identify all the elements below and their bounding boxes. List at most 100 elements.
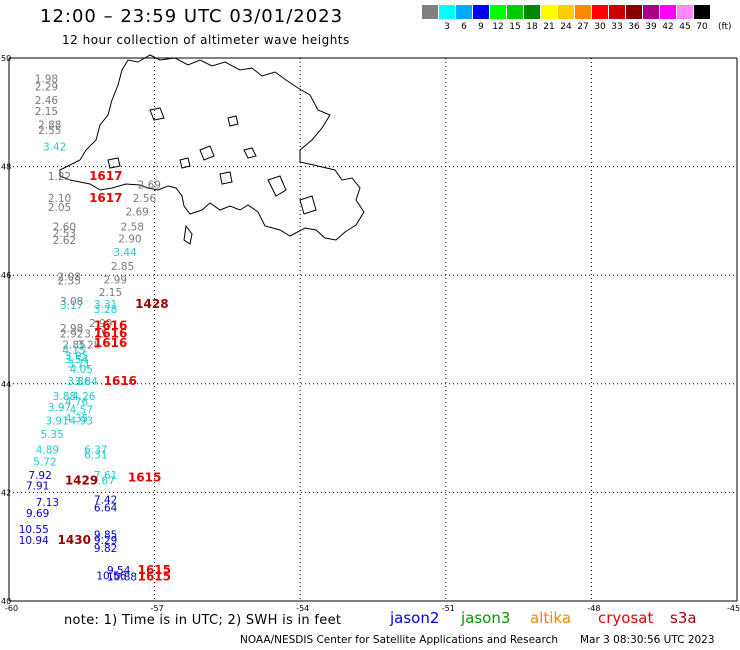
wave-height-label: 3.08 — [60, 296, 83, 308]
scale-color-cell — [677, 5, 693, 19]
scale-color-cell — [609, 5, 625, 19]
wave-height-label: 3.25 — [84, 329, 107, 341]
latitude-tick-label: 50 — [1, 54, 11, 63]
wave-height-label: 7.42 — [94, 494, 117, 506]
wave-height-label: 4.15 — [62, 345, 85, 357]
pass-time-label: 1616 — [104, 374, 137, 388]
wave-height-label: 9.85 — [94, 530, 117, 542]
wave-height-label: 3.28 — [94, 304, 117, 316]
longitude-tick-label: -54 — [296, 604, 309, 613]
wave-height-label: 9.54 — [107, 565, 131, 577]
wave-height-label: 2.69 — [138, 179, 161, 191]
newfoundland-coastline — [59, 54, 365, 245]
wave-height-label: 3.28 — [77, 340, 100, 352]
wave-height-label: 3.31 — [94, 299, 117, 311]
scale-tick-label: 21 — [543, 22, 555, 32]
wave-height-label: 7.67 — [92, 475, 115, 487]
wave-height-label: 1.22 — [48, 171, 71, 183]
wave-height-label: 3.54 — [65, 354, 89, 366]
pass-time-label: 1616 — [94, 336, 127, 350]
scale-tick-label: 39 — [645, 22, 657, 32]
wave-height-label: 7.92 — [28, 470, 51, 482]
wave-height-label: 2.15 — [99, 287, 122, 299]
scale-tick-label: 6 — [461, 22, 467, 32]
longitude-tick-label: -48 — [587, 604, 600, 613]
satellite-legend-s3a: s3a — [670, 609, 697, 627]
latitude-tick-label: 42 — [1, 488, 11, 497]
scale-color-cell — [490, 5, 506, 19]
scale-color-cell — [694, 5, 710, 19]
scale-color-cell — [575, 5, 591, 19]
scale-color-cell — [456, 5, 472, 19]
scale-tick-label: 27 — [577, 22, 589, 32]
wave-height-label: 2.90 — [118, 234, 141, 246]
wave-height-label: 3.86 — [67, 376, 91, 388]
wave-height-label: 7.91 — [26, 481, 49, 493]
pass-time-label: 1617 — [89, 191, 122, 205]
wave-height-label: 3.95 — [65, 350, 88, 362]
pass-time-label: 1429 — [65, 473, 98, 487]
scale-tick-label: 9 — [478, 22, 484, 32]
scale-tick-label: 42 — [662, 22, 674, 32]
scale-tick-label: 24 — [560, 22, 572, 32]
chart-subtitle: 12 hour collection of altimeter wave hei… — [62, 33, 350, 47]
longitude-tick-label: -57 — [151, 604, 164, 613]
scale-color-cell — [541, 5, 557, 19]
satellite-legend-jason2: jason2 — [390, 609, 440, 627]
latitude-tick-label: 48 — [1, 163, 11, 172]
wave-height-label: 9.82 — [94, 543, 117, 555]
pass-time-label: 1616 — [94, 319, 127, 333]
wave-height-label: 4.35 — [65, 413, 88, 425]
wave-height-label: 2.98 — [60, 323, 83, 335]
generation-timestamp: Mar 3 08:30:56 UTC 2023 — [580, 634, 715, 646]
scale-tick-label: 33 — [611, 22, 623, 32]
wave-height-label: 2.55 — [38, 125, 61, 137]
wave-height-label: 10.88 — [107, 571, 137, 583]
scale-color-cell — [439, 5, 455, 19]
wave-height-label: 6.31 — [84, 450, 107, 462]
pass-time-label: 1615 — [138, 569, 171, 583]
wave-height-label: 2.58 — [121, 222, 144, 234]
wave-height-label: 3.44 — [113, 247, 137, 259]
wave-height-label: 7.13 — [36, 497, 59, 509]
latitude-tick-label: 46 — [1, 271, 11, 280]
wave-height-label: 9.69 — [26, 508, 49, 520]
wave-height-label: 2.69 — [125, 206, 148, 218]
pass-time-label: 1615 — [138, 563, 171, 577]
satellite-legend-cryosat: cryosat — [598, 609, 654, 627]
chart-title: 12:00 – 23:59 UTC 03/01/2023 — [40, 6, 344, 27]
wave-height-label: 10.94 — [19, 535, 49, 547]
longitude-tick-label: -51 — [442, 604, 455, 613]
scale-color-cell — [626, 5, 642, 19]
satellite-legend-jason3: jason3 — [461, 609, 511, 627]
lat-lon-grid — [8, 57, 738, 602]
scale-unit-label: (ft) — [718, 22, 732, 32]
wave-height-label: 3.71 — [67, 359, 90, 371]
credit-line: NOAA/NESDIS Center for Satellite Applica… — [240, 634, 558, 646]
wave-height-label: 2.62 — [53, 235, 76, 247]
scale-tick-label: 30 — [594, 22, 606, 32]
wave-height-label: 2.53 — [53, 228, 76, 240]
wave-height-label: 4.05 — [70, 364, 93, 376]
wave-height-label: 4.89 — [36, 444, 59, 456]
scale-tick-label: 12 — [492, 22, 504, 32]
wave-height-label: 1.98 — [35, 73, 58, 85]
scale-tick-label: 70 — [696, 22, 708, 32]
wave-height-label: 2.35 — [58, 275, 81, 287]
wave-height-label: 9.29 — [94, 535, 117, 547]
longitude-tick-label: -60 — [5, 604, 18, 613]
latitude-tick-label: 44 — [1, 380, 11, 389]
wave-height-label: 2.08 — [58, 272, 81, 284]
wave-height-label: 2.92 — [60, 329, 83, 341]
scale-tick-label: 45 — [679, 22, 691, 32]
scale-color-cell — [558, 5, 574, 19]
wave-height-label: 10.56 — [96, 570, 126, 582]
pass-time-label: 1428 — [135, 297, 168, 311]
wave-height-label: 2.88 — [38, 120, 61, 132]
pass-time-labels: 1617161714281616161616161616161514291430… — [58, 169, 171, 583]
wave-height-label: 3.17 — [60, 300, 83, 312]
wave-height-label: 2.29 — [35, 82, 58, 94]
wave-height-label: 3.84 — [75, 376, 99, 388]
wave-height-label: 2.85 — [62, 340, 85, 352]
